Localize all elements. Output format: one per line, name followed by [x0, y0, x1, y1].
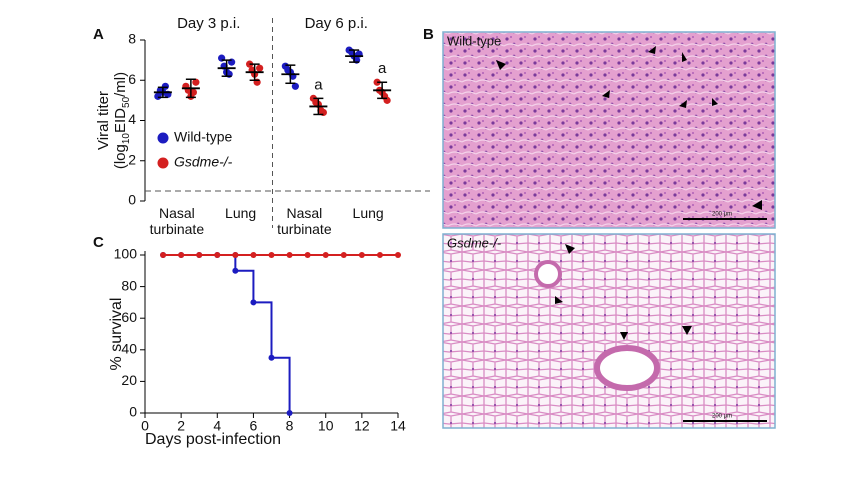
gsdme-image — [442, 233, 776, 429]
y-tick-label: 40 — [121, 341, 137, 357]
y-tick-label: 60 — [121, 309, 137, 325]
scale-bar-label: 200 μm — [712, 414, 732, 420]
x-tick-label: 10 — [318, 418, 334, 434]
image-label: Gsdme-/- — [447, 235, 502, 250]
survival-point — [250, 252, 257, 258]
arrows — [496, 46, 762, 340]
y-axis-label-part: 10 — [121, 133, 132, 145]
group-label: Day 3 p.i. — [177, 15, 240, 32]
survival-line — [163, 254, 291, 413]
y-axis-label-part: (log — [112, 144, 129, 169]
y-tick-label: 0 — [128, 192, 136, 208]
x-tick-label: 14 — [390, 418, 406, 434]
y-axis-label-part: 50 — [121, 96, 132, 108]
panel-label: B — [423, 26, 434, 43]
survival-point — [178, 252, 185, 258]
x-tick-label: 0 — [141, 418, 149, 434]
survival-point — [304, 252, 311, 258]
x-tick-label: Nasal turbinate — [149, 205, 205, 237]
survival-point — [286, 410, 293, 416]
x-tick-label: 4 — [213, 418, 221, 434]
survival-point — [232, 252, 239, 258]
x-tick-label: 2 — [177, 418, 185, 434]
x-tick-label: Lung — [225, 205, 257, 221]
y-tick-label: 2 — [128, 151, 136, 167]
group-label: Day 6 p.i. — [305, 15, 368, 32]
y-tick-label: 80 — [121, 277, 137, 293]
wild-type-image — [442, 31, 776, 229]
x-tick-label: Lung — [352, 205, 384, 221]
y-axis-label-part: EID — [112, 108, 129, 133]
survival-point — [214, 252, 221, 258]
legend-marker — [157, 132, 169, 144]
legend-label: Wild-type — [174, 129, 233, 145]
y-tick-label: 4 — [128, 111, 136, 127]
data-point — [291, 82, 299, 90]
survival-point — [376, 252, 383, 258]
scale-bar-label: 200 μm — [712, 212, 732, 218]
x-tick-label: 12 — [354, 418, 370, 434]
x-tick-label: 8 — [286, 418, 294, 434]
survival-point — [268, 354, 275, 361]
survival-point — [358, 252, 365, 258]
y-tick-label: 0 — [129, 404, 137, 420]
survival-point — [160, 252, 167, 258]
data-point — [154, 92, 162, 100]
x-tick-label: 6 — [250, 418, 258, 434]
y-axis-label: % survival — [108, 298, 125, 371]
y-tick-label: 100 — [114, 246, 138, 262]
x-axis-label: Days post-infection — [145, 431, 281, 448]
histology-panels: 200 μm 200 μm Wild-type Gsdme-/- — [442, 31, 776, 429]
survival-point — [286, 252, 293, 258]
legend-label: Gsdme-/- — [174, 154, 233, 170]
survival-point — [232, 267, 239, 274]
significance-label: a — [314, 76, 323, 93]
image-label: Wild-type — [447, 33, 501, 48]
y-axis-label: (log10EID50/ml) — [112, 72, 132, 169]
survival-point — [395, 252, 401, 258]
x-tick-label: Nasal turbinate — [277, 205, 332, 237]
y-axis-label-part: /ml) — [112, 72, 129, 97]
survival-point — [268, 252, 275, 258]
survival-point — [340, 252, 347, 258]
survival-point — [196, 252, 203, 258]
survival-point — [250, 299, 257, 306]
y-tick-label: 8 — [128, 31, 136, 47]
y-axis-label: Viral titer — [95, 91, 112, 150]
data-point — [192, 78, 200, 86]
data-point — [256, 64, 264, 72]
vessel — [594, 345, 660, 391]
significance-label: a — [378, 60, 387, 77]
panel-label: C — [93, 234, 104, 251]
survival-point — [322, 252, 329, 258]
y-tick-label: 20 — [121, 372, 137, 388]
y-tick-label: 6 — [128, 71, 136, 87]
panel-label: A — [93, 26, 104, 43]
legend-marker — [157, 157, 169, 169]
airway — [534, 260, 562, 288]
